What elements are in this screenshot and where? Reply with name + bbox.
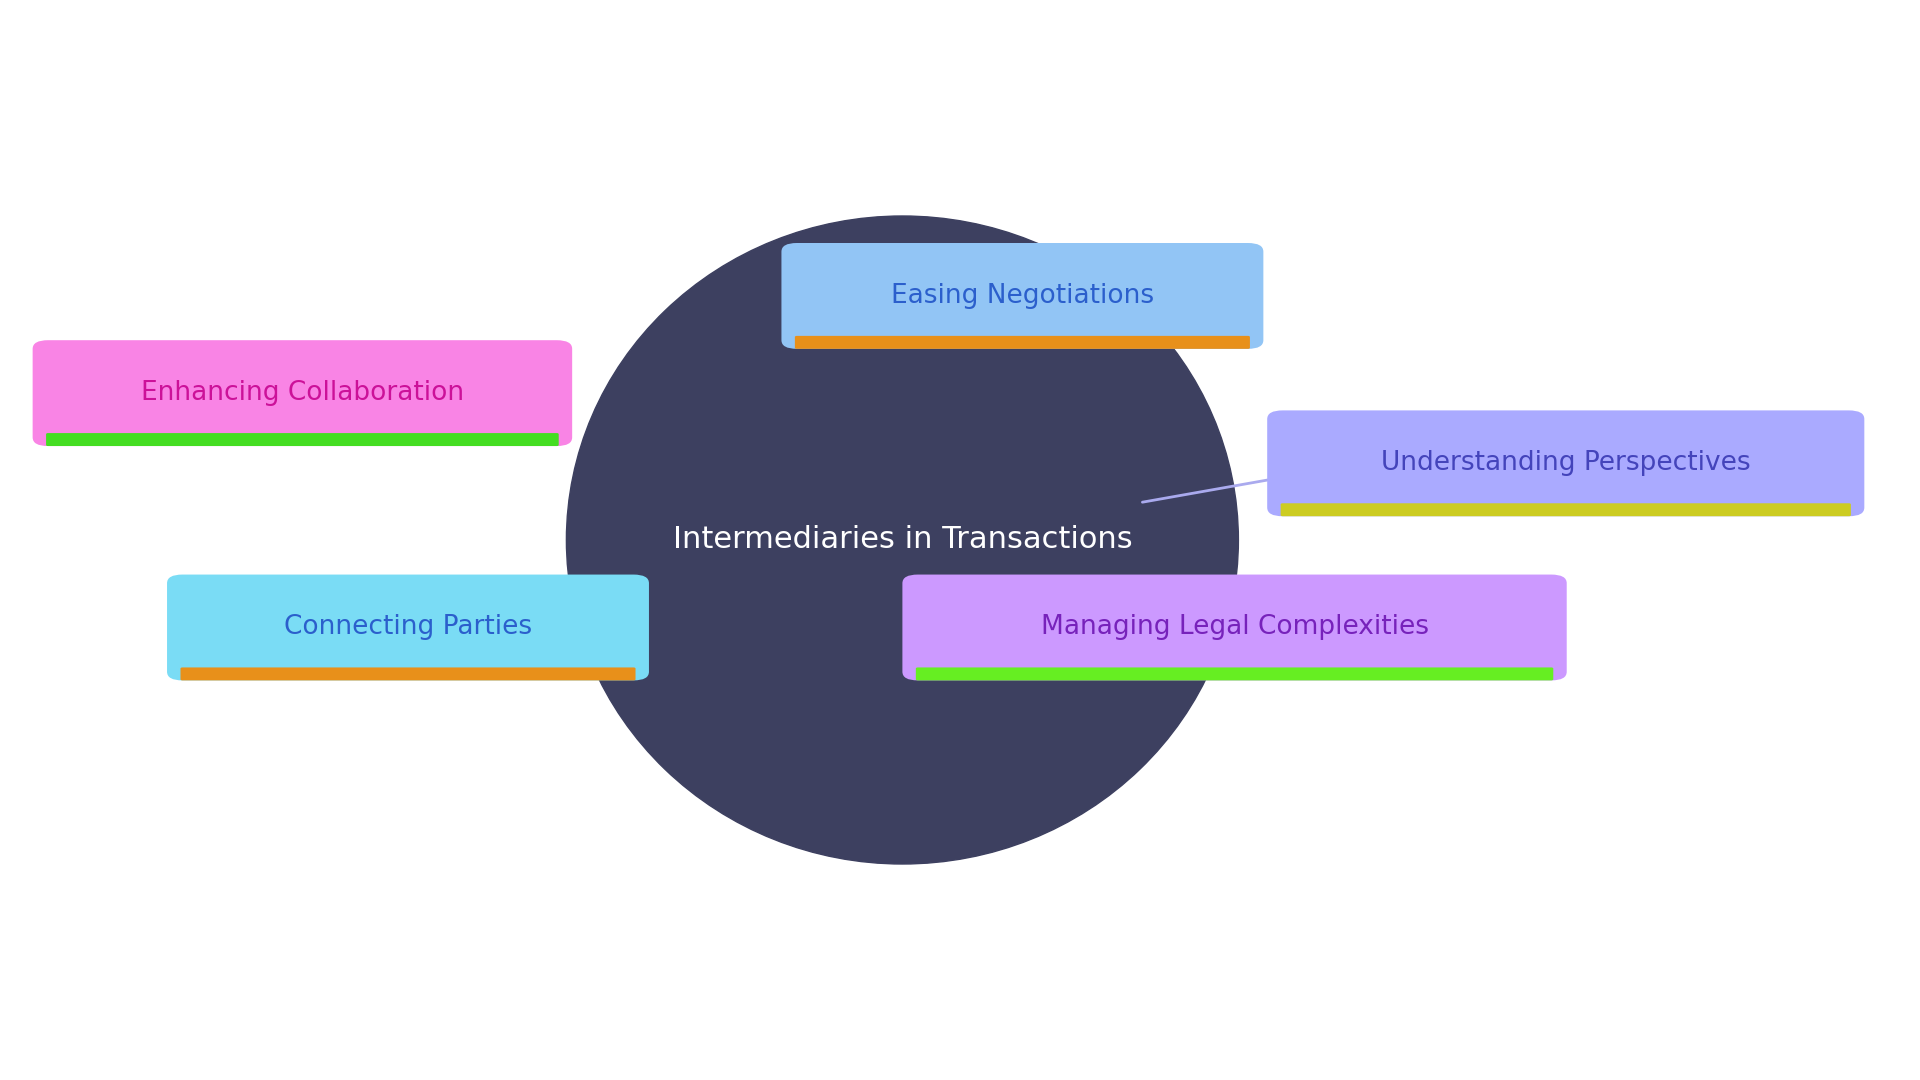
FancyBboxPatch shape xyxy=(781,243,1263,349)
Text: Enhancing Collaboration: Enhancing Collaboration xyxy=(140,380,465,406)
Text: Understanding Perspectives: Understanding Perspectives xyxy=(1380,450,1751,476)
FancyBboxPatch shape xyxy=(167,575,649,680)
FancyBboxPatch shape xyxy=(180,667,636,680)
FancyBboxPatch shape xyxy=(902,575,1567,680)
FancyBboxPatch shape xyxy=(46,433,559,446)
Ellipse shape xyxy=(566,216,1238,864)
Text: Managing Legal Complexities: Managing Legal Complexities xyxy=(1041,615,1428,640)
FancyBboxPatch shape xyxy=(916,667,1553,680)
FancyBboxPatch shape xyxy=(33,340,572,446)
Text: Connecting Parties: Connecting Parties xyxy=(284,615,532,640)
Text: Easing Negotiations: Easing Negotiations xyxy=(891,283,1154,309)
FancyBboxPatch shape xyxy=(1281,503,1851,516)
FancyBboxPatch shape xyxy=(795,336,1250,349)
FancyBboxPatch shape xyxy=(1267,410,1864,516)
Text: Intermediaries in Transactions: Intermediaries in Transactions xyxy=(672,526,1133,554)
